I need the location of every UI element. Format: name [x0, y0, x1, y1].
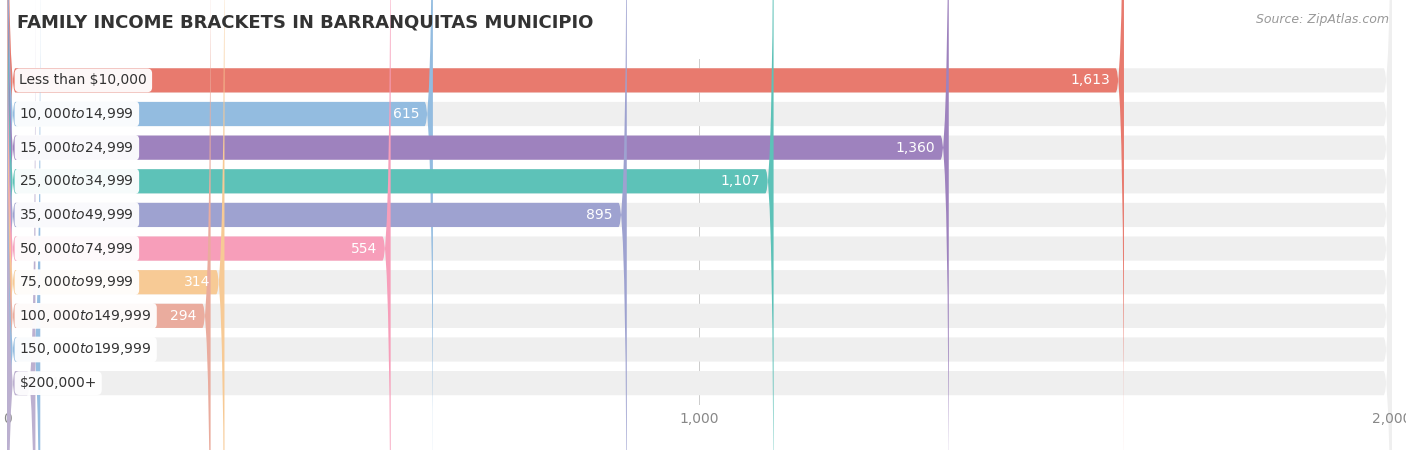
FancyBboxPatch shape [7, 0, 1392, 450]
FancyBboxPatch shape [7, 0, 35, 450]
FancyBboxPatch shape [7, 0, 1392, 450]
FancyBboxPatch shape [7, 0, 1392, 450]
FancyBboxPatch shape [7, 0, 225, 450]
FancyBboxPatch shape [7, 0, 1392, 450]
Text: $150,000 to $199,999: $150,000 to $199,999 [20, 342, 152, 357]
Text: $75,000 to $99,999: $75,000 to $99,999 [20, 274, 134, 290]
FancyBboxPatch shape [7, 0, 1392, 450]
FancyBboxPatch shape [7, 0, 1392, 450]
Text: 895: 895 [586, 208, 613, 222]
Text: Less than $10,000: Less than $10,000 [20, 73, 148, 87]
Text: FAMILY INCOME BRACKETS IN BARRANQUITAS MUNICIPIO: FAMILY INCOME BRACKETS IN BARRANQUITAS M… [17, 14, 593, 32]
Text: 314: 314 [184, 275, 211, 289]
Text: 41: 41 [49, 376, 67, 390]
Text: $100,000 to $149,999: $100,000 to $149,999 [20, 308, 152, 324]
FancyBboxPatch shape [7, 0, 391, 450]
FancyBboxPatch shape [7, 0, 627, 450]
Text: 615: 615 [392, 107, 419, 121]
FancyBboxPatch shape [7, 0, 949, 450]
Text: $50,000 to $74,999: $50,000 to $74,999 [20, 241, 134, 256]
FancyBboxPatch shape [7, 0, 41, 450]
FancyBboxPatch shape [7, 0, 1123, 450]
Text: 48: 48 [53, 342, 72, 356]
Text: $10,000 to $14,999: $10,000 to $14,999 [20, 106, 134, 122]
Text: $25,000 to $34,999: $25,000 to $34,999 [20, 173, 134, 189]
Text: 1,107: 1,107 [720, 174, 759, 188]
Text: $15,000 to $24,999: $15,000 to $24,999 [20, 140, 134, 156]
Text: 294: 294 [170, 309, 197, 323]
Text: 554: 554 [350, 242, 377, 256]
FancyBboxPatch shape [7, 0, 1392, 450]
Text: $200,000+: $200,000+ [20, 376, 97, 390]
Text: 1,360: 1,360 [896, 141, 935, 155]
FancyBboxPatch shape [7, 0, 1392, 450]
Text: $35,000 to $49,999: $35,000 to $49,999 [20, 207, 134, 223]
FancyBboxPatch shape [7, 0, 433, 450]
FancyBboxPatch shape [7, 0, 1392, 450]
FancyBboxPatch shape [7, 0, 773, 450]
Text: Source: ZipAtlas.com: Source: ZipAtlas.com [1256, 14, 1389, 27]
FancyBboxPatch shape [7, 0, 1392, 450]
FancyBboxPatch shape [7, 0, 211, 450]
Text: 1,613: 1,613 [1070, 73, 1111, 87]
